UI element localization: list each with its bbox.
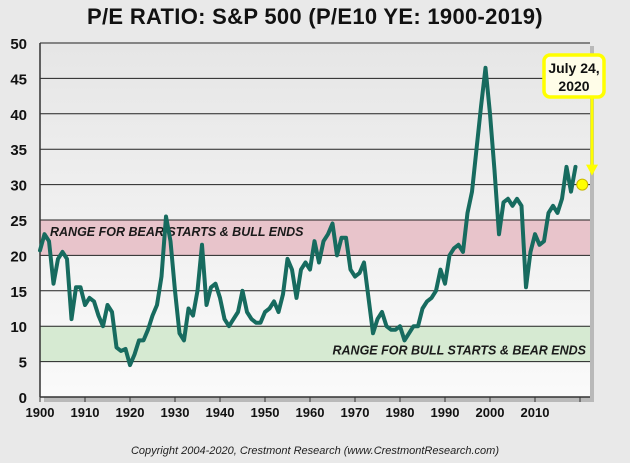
bear-band-label: RANGE FOR BEAR STARTS & BULL ENDS bbox=[50, 225, 304, 239]
y-tick-label: 45 bbox=[10, 71, 27, 88]
y-tick-label: 25 bbox=[10, 213, 27, 230]
chart-title: P/E RATIO: S&P 500 (P/E10 YE: 1900-2019) bbox=[87, 4, 543, 29]
y-tick-label: 20 bbox=[10, 248, 27, 265]
x-tick-label: 1960 bbox=[296, 405, 325, 420]
callout-date-line2: 2020 bbox=[558, 78, 589, 94]
copyright-footer: Copyright 2004-2020, Crestmont Research … bbox=[130, 445, 500, 457]
y-tick-label: 10 bbox=[10, 319, 27, 336]
x-tick-label: 1950 bbox=[251, 405, 280, 420]
callout-date-line1: July 24, bbox=[548, 60, 599, 76]
x-tick-label: 1990 bbox=[431, 405, 460, 420]
callout-box bbox=[542, 53, 606, 99]
y-tick-label: 35 bbox=[10, 142, 27, 159]
pe10-line bbox=[38, 65, 578, 368]
x-tick-label: 1970 bbox=[341, 405, 370, 420]
x-tick-label: 1920 bbox=[116, 405, 145, 420]
current-value-dot bbox=[576, 178, 589, 191]
x-tick-label: 1910 bbox=[71, 405, 100, 420]
callout-arrowhead bbox=[586, 164, 598, 176]
bull-band-label: RANGE FOR BULL STARTS & BEAR ENDS bbox=[333, 343, 587, 357]
x-tick-label: 1900 bbox=[26, 405, 55, 420]
y-tick-label: 5 bbox=[19, 355, 27, 372]
x-tick-label: 1940 bbox=[206, 405, 235, 420]
band-1 bbox=[40, 326, 590, 362]
x-tick-label: 2000 bbox=[476, 405, 505, 420]
x-tick-label: 2010 bbox=[521, 405, 550, 420]
y-tick-label: 40 bbox=[10, 107, 27, 124]
x-tick-label: 1930 bbox=[161, 405, 190, 420]
y-tick-label: 30 bbox=[10, 178, 27, 195]
y-tick-label: 15 bbox=[10, 284, 27, 301]
x-tick-label: 1980 bbox=[386, 405, 415, 420]
y-tick-label: 0 bbox=[19, 390, 27, 407]
y-tick-label: 50 bbox=[10, 36, 27, 53]
